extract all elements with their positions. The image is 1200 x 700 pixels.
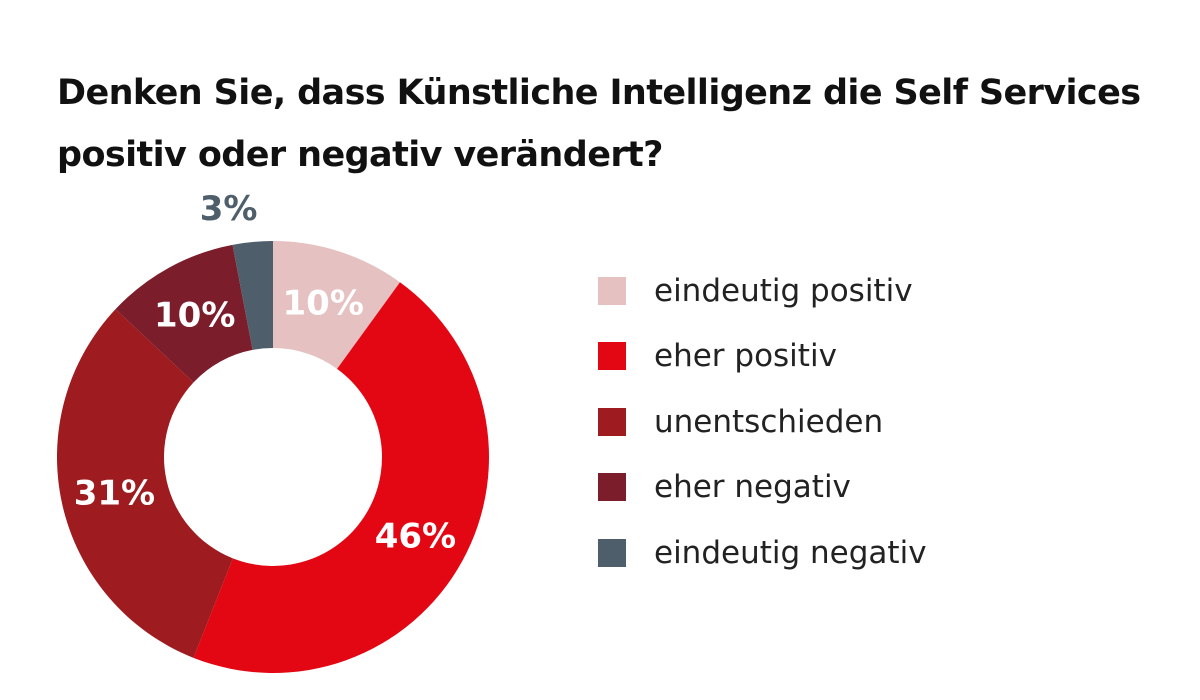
- legend-swatch: [598, 342, 626, 371]
- slice-label-unentschieden: 31%: [74, 473, 155, 513]
- chart-title: Denken Sie, dass Künstliche Intelligenz …: [57, 62, 1187, 186]
- slice-eindeutig-negativ: [232, 241, 273, 350]
- slice-eindeutig-positiv: [273, 241, 400, 369]
- legend-label: eindeutig negativ: [654, 534, 927, 571]
- slice-label-eher-positiv: 46%: [375, 516, 456, 556]
- legend-item-eindeutig-positiv: eindeutig positiv: [598, 258, 927, 324]
- legend-label: eher positiv: [654, 338, 837, 375]
- donut-chart: 10% 46% 31% 10% 3%: [56, 189, 489, 673]
- legend-label: eindeutig positiv: [654, 272, 913, 309]
- legend-swatch: [598, 407, 626, 436]
- chart-title-line-1: Denken Sie, dass Künstliche Intelligenz …: [57, 73, 1141, 113]
- slice-eher-positiv: [193, 282, 489, 673]
- legend-swatch: [598, 276, 626, 305]
- legend-item-unentschieden: unentschieden: [598, 389, 927, 455]
- slice-label-eindeutig-negativ: 3%: [200, 189, 258, 229]
- slice-eher-negativ: [115, 244, 253, 383]
- legend-swatch: [598, 473, 626, 502]
- chart-legend: eindeutig positiv eher positiv unentschied…: [598, 258, 927, 586]
- legend-item-eindeutig-negativ: eindeutig negativ: [598, 520, 927, 586]
- legend-swatch: [598, 538, 626, 567]
- slice-label-eindeutig-positiv: 10%: [283, 283, 364, 323]
- slice-unentschieden: [56, 309, 233, 658]
- chart-title-line-2: positiv oder negativ verändert?: [57, 135, 663, 175]
- legend-item-eher-positiv: eher positiv: [598, 324, 927, 390]
- legend-label: unentschieden: [654, 403, 884, 440]
- legend-item-eher-negativ: eher negativ: [598, 455, 927, 521]
- legend-label: eher negativ: [654, 469, 851, 506]
- slice-label-eher-negativ: 10%: [154, 296, 235, 336]
